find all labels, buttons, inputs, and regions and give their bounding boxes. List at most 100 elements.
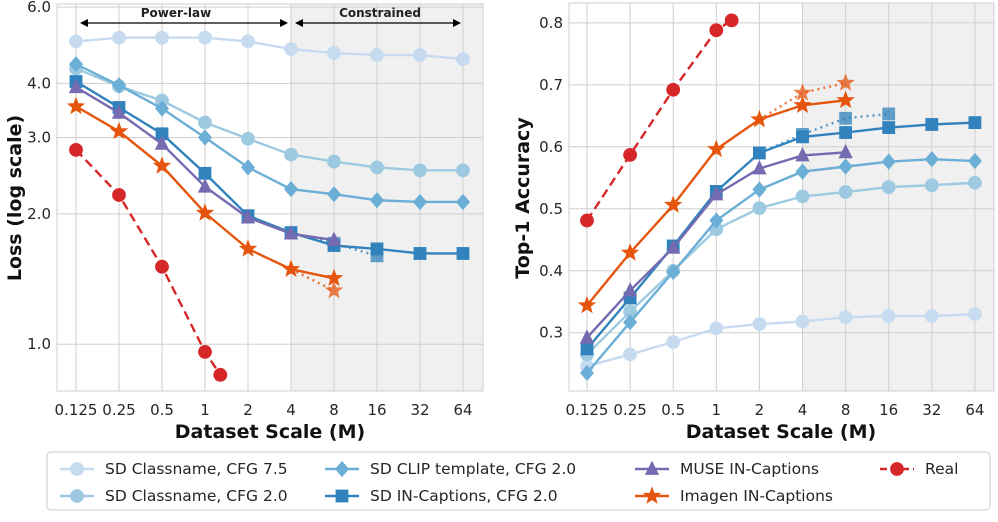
series-line	[586, 312, 975, 368]
legend-item-real: Real	[880, 460, 958, 478]
data-point	[968, 116, 982, 130]
data-point	[324, 280, 344, 299]
data-point	[580, 342, 594, 356]
data-point	[924, 151, 939, 168]
legend-label: SD Classname, CFG 7.5	[105, 460, 288, 478]
data-point	[197, 178, 213, 193]
data-point	[580, 213, 594, 228]
legend-label: SD CLIP template, CFG 2.0	[370, 460, 576, 478]
constrained-region-shading	[291, 4, 483, 391]
data-point	[413, 163, 427, 178]
data-point	[709, 321, 724, 336]
data-point	[112, 30, 126, 45]
data-point	[795, 189, 810, 204]
y-tick-label: 3.0	[27, 129, 51, 147]
data-point	[795, 147, 810, 162]
y-tick-label: 0.4	[539, 262, 563, 280]
series-clip	[68, 56, 471, 211]
legend-item-clip: SD CLIP template, CFG 2.0	[325, 460, 576, 478]
x-tick-label: 4	[286, 401, 296, 419]
data-point	[666, 239, 681, 254]
x-tick-label: 0.25	[102, 401, 135, 419]
data-point	[198, 115, 212, 130]
legend-marker-triangle	[644, 460, 660, 475]
data-point	[579, 329, 595, 344]
data-point	[666, 335, 681, 349]
data-point	[327, 46, 341, 60]
series-cfg20	[69, 61, 470, 178]
data-point	[838, 158, 853, 175]
x-tick-label: 1	[200, 401, 210, 419]
data-point	[881, 309, 896, 323]
data-point	[324, 268, 344, 287]
data-point	[327, 154, 341, 169]
data-point	[924, 309, 939, 323]
y-tick-label: 0.6	[539, 138, 563, 156]
data-point	[752, 181, 767, 198]
x-tick-label: 4	[798, 401, 808, 419]
data-point	[724, 13, 739, 28]
annotation-constrained: Constrained	[295, 6, 461, 27]
data-point	[925, 118, 939, 131]
data-point	[620, 243, 640, 261]
data-point	[283, 181, 299, 198]
data-point	[283, 225, 299, 240]
left-y-axis-label: Loss (log scale)	[4, 115, 26, 281]
data-point	[838, 310, 853, 325]
legend-label: Real	[925, 460, 958, 478]
data-point	[68, 78, 84, 94]
legend-marker-circle	[890, 462, 904, 476]
data-point	[838, 185, 853, 199]
data-point	[577, 295, 597, 314]
series-line	[290, 268, 335, 292]
data-point	[456, 247, 470, 260]
data-point	[240, 209, 256, 224]
legend-item-cfg20: SD Classname, CFG 2.0	[60, 487, 288, 505]
data-point	[152, 156, 172, 174]
data-point	[709, 23, 724, 38]
data-point	[795, 163, 810, 180]
annotation-power-law: Power-law	[80, 6, 288, 27]
data-point	[838, 143, 853, 159]
y-tick-label: 0.3	[539, 324, 563, 342]
data-point	[241, 131, 255, 146]
data-point	[796, 130, 809, 144]
data-point	[839, 111, 852, 125]
data-point	[623, 347, 637, 362]
data-point	[155, 30, 169, 45]
data-point	[370, 160, 384, 175]
series-cfg75	[69, 30, 470, 67]
x-tick-label: 0.125	[566, 401, 609, 419]
data-point	[456, 163, 470, 178]
data-point	[752, 201, 767, 216]
plot-frame	[56, 3, 484, 392]
series-imagen	[577, 90, 855, 314]
data-point	[752, 160, 767, 175]
data-point	[197, 129, 213, 146]
data-point	[284, 42, 298, 56]
data-point	[238, 239, 258, 257]
series-line	[586, 157, 975, 374]
legend-label: SD Classname, CFG 2.0	[105, 487, 288, 505]
legend: SD Classname, CFG 7.5 SD Classname, CFG 2…	[46, 451, 991, 511]
data-point	[707, 139, 726, 158]
series-clip	[579, 151, 982, 382]
data-point	[154, 135, 170, 150]
data-point	[66, 96, 86, 115]
data-point	[155, 259, 169, 274]
x-tick-label: 0.5	[150, 401, 174, 419]
data-point	[623, 314, 638, 331]
y-tick-label: 0.5	[539, 200, 563, 218]
series-line	[758, 112, 889, 155]
y-tick-label: 2.0	[27, 205, 51, 223]
data-point	[455, 193, 471, 211]
data-point	[213, 367, 228, 382]
data-point	[195, 203, 215, 221]
data-point	[881, 180, 896, 194]
legend-item-imagen: Imagen IN-Captions	[635, 486, 833, 505]
data-point	[412, 193, 428, 211]
data-point	[924, 178, 939, 193]
data-point	[664, 195, 683, 213]
legend-marker-diamond	[334, 460, 350, 478]
